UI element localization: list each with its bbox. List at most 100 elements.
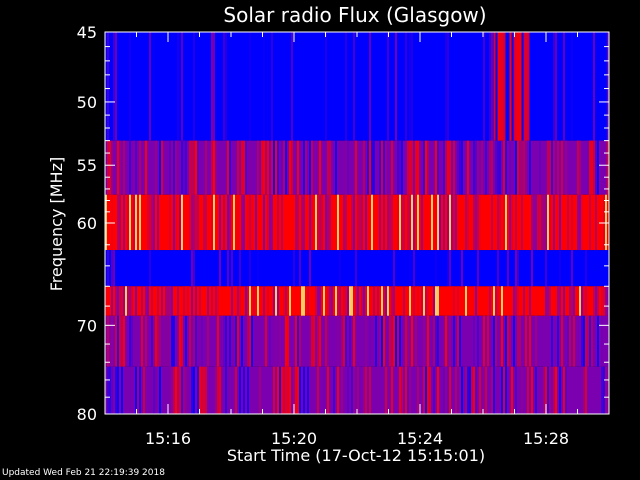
heatmap-cell [157,366,159,414]
heatmap-cell [269,194,271,251]
heatmap-cell [123,194,125,251]
heatmap-cell [231,250,233,287]
heatmap-cell [549,366,551,414]
heatmap-cell [449,140,451,195]
heatmap-cell [519,315,521,367]
heatmap-cell [397,366,399,414]
heatmap-cell [551,315,553,367]
y-tick-label: 50 [77,93,97,112]
heatmap-cell [529,286,531,316]
heatmap-cell [219,366,221,414]
heatmap-cell [281,140,283,195]
heatmap-cell [519,140,521,195]
heatmap-cell [261,140,263,195]
heatmap-cell [583,286,585,316]
heatmap-cell [503,140,505,195]
heatmap-cell [603,366,605,414]
heatmap-cell [337,366,339,414]
heatmap-cell [435,315,437,367]
heatmap-cell [259,366,261,414]
heatmap-cell [491,140,493,195]
heatmap-cell [381,286,383,316]
heatmap-cell [237,315,239,367]
heatmap-cell [437,366,439,414]
heatmap-cell [331,286,333,316]
heatmap-cell [151,286,153,316]
heatmap-cell [193,315,195,367]
plot-area: 45 50 55 60 70 80 15:16 15:20 15:24 15:28 [77,23,610,448]
heatmap-cell [483,32,485,141]
heatmap-cell [169,286,171,316]
heatmap-cell [515,286,517,316]
heatmap-cell [115,366,117,414]
heatmap-cell [417,286,419,316]
heatmap-cell [513,315,515,367]
heatmap-cell [459,315,461,367]
heatmap-cell [437,286,439,316]
heatmap-cell [343,315,345,367]
heatmap-cell [141,286,143,316]
heatmap-cell [309,315,311,367]
heatmap-cell [363,366,365,414]
heatmap-cell [235,315,237,367]
heatmap-cell [543,366,545,414]
heatmap-cell [173,140,175,195]
heatmap-cell [599,140,601,195]
heatmap-cell [497,140,499,195]
x-axis-ticks [104,32,610,414]
heatmap-cell [277,366,279,414]
heatmap-cell [415,315,417,367]
y-tick-label: 60 [77,214,97,233]
heatmap-cell [499,194,501,251]
heatmap-cell [521,140,523,195]
heatmap-cell [171,315,173,367]
heatmap-cell [433,286,435,316]
burst-cell [519,32,522,141]
heatmap-cell [193,366,195,414]
heatmap-cell [117,286,119,316]
heatmap-cell [111,315,113,367]
heatmap-cell [387,286,389,316]
heatmap-cell [399,140,401,195]
heatmap-cell [215,140,217,195]
heatmap-cell [217,286,219,316]
heatmap-cell [607,140,609,195]
heatmap-cell [147,194,149,251]
heatmap-cell [111,194,113,251]
heatmap-cell [193,140,195,195]
heatmap-cell [585,286,587,316]
heatmap-cell [327,366,329,414]
heatmap-cell [563,286,565,316]
heatmap-cell [553,366,555,414]
heatmap-cell [495,140,497,195]
heatmap-cell [263,194,265,251]
heatmap-cell [211,194,213,251]
heatmap-cell [447,140,449,195]
heatmap-cell [585,250,587,287]
heatmap-cell [249,315,251,367]
heatmap-cell [559,194,561,251]
heatmap-cell [499,140,501,195]
heatmap-cell [279,250,281,287]
heatmap-cell [319,286,321,316]
heatmap-cell [133,140,135,195]
heatmap-cell [401,140,403,195]
heatmap-cell [227,366,229,414]
heatmap-cell [557,315,559,367]
heatmap-cell [477,315,479,367]
heatmap-cell [135,140,137,195]
heatmap-cell [217,315,219,367]
heatmap-cell [227,250,229,287]
heatmap-cell [177,140,179,195]
heatmap-cell [417,140,419,195]
heatmap-cell [387,32,389,141]
heatmap-cell [561,315,563,367]
heatmap-cell [283,366,285,414]
heatmap-cell [395,32,397,141]
heatmap-cell [243,366,245,414]
heatmap-cell [383,194,385,251]
heatmap-cell [249,140,251,195]
heatmap-cell [191,286,193,316]
heatmap-cell [525,140,527,195]
heatmap-cell [289,366,291,414]
